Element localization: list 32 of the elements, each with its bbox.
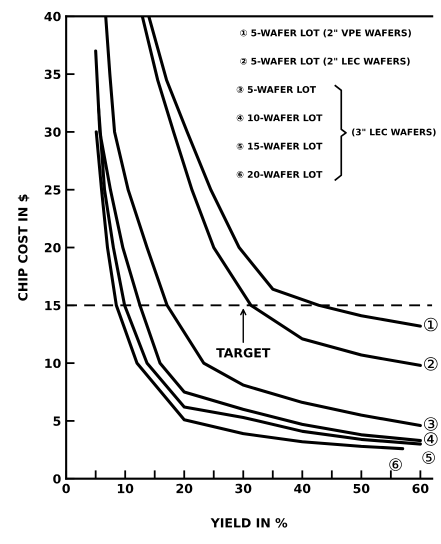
y-tick-label: 5 <box>54 416 60 426</box>
series-label: ② <box>424 357 438 371</box>
x-tick-label: 30 <box>235 484 252 494</box>
annotation: ① 5-WAFER LOT (2" VPE WAFERS) <box>240 29 411 38</box>
y-tick-label: 25 <box>44 185 60 195</box>
y-tick-label: 15 <box>45 300 60 310</box>
y-tick-label: 35 <box>44 70 60 80</box>
y-tick-label: 30 <box>44 127 61 137</box>
annotation: ⑥ 20-WAFER LOT <box>236 170 322 178</box>
x-tick-label: 10 <box>118 484 134 494</box>
series-label: ⑥ <box>389 458 402 471</box>
y-tick-label: 0 <box>53 474 61 484</box>
x-tick-label: 60 <box>412 484 428 494</box>
x-tick-label: 0 <box>62 484 70 494</box>
y-axis-title: CHIP COST IN $ <box>18 194 30 301</box>
series-label: ⑤ <box>422 451 435 464</box>
annotation: ② 5-WAFER LOT (2" LEC WAFERS) <box>240 58 410 66</box>
annotation: ⑤ 15-WAFER LOT <box>236 142 322 150</box>
annotation: (3" LEC WAFERS) <box>352 128 436 136</box>
x-tick-label: 40 <box>294 484 310 494</box>
x-tick-label: 20 <box>176 484 192 494</box>
ref-line-label: TARGET <box>216 348 270 358</box>
y-tick-label: 20 <box>44 242 61 252</box>
series-label: ④ <box>424 432 438 446</box>
annotation: ③ 5-WAFER LOT <box>236 86 316 93</box>
x-axis-title: YIELD IN % <box>210 518 288 528</box>
y-tick-label: 10 <box>45 358 61 368</box>
series-label: ① <box>424 318 438 332</box>
x-tick-label: 50 <box>354 484 370 494</box>
y-tick-label: 40 <box>44 12 61 22</box>
annotation: ④ 10-WAFER LOT <box>236 114 322 122</box>
series-label: ③ <box>424 417 438 431</box>
